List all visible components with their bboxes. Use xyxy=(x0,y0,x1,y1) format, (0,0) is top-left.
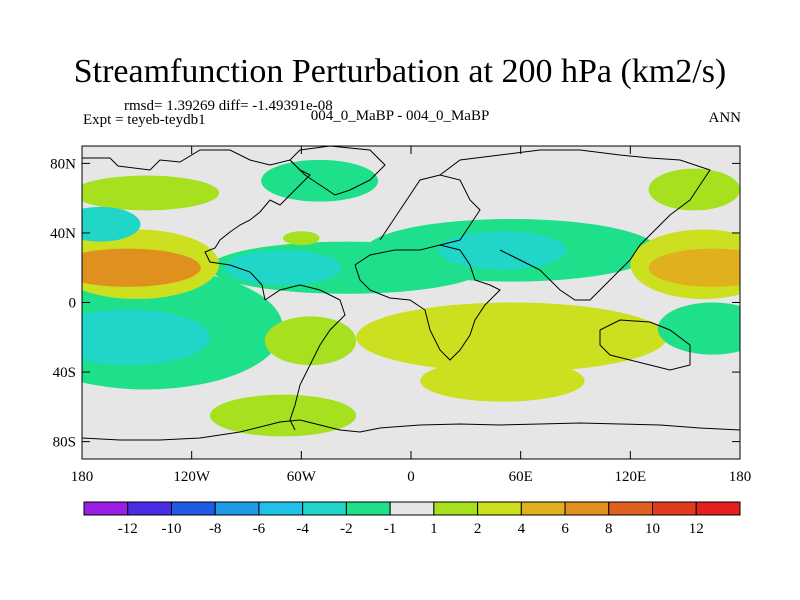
contour-region-south-america-band xyxy=(264,316,357,366)
coastline-greenland xyxy=(289,146,386,196)
contour-region-south-indian-high xyxy=(456,368,549,393)
colorbar-swatch xyxy=(564,501,610,516)
y-tick-label: 80S xyxy=(53,435,76,451)
colorbar-swatch xyxy=(302,501,347,516)
contour-region-southern-ocean-band xyxy=(209,394,357,437)
colorbar-label: 12 xyxy=(689,521,704,537)
x-tick-label: 0 xyxy=(407,469,415,485)
map-field xyxy=(82,146,740,459)
coastline-south-america xyxy=(264,284,346,431)
contour-region-asia-low xyxy=(438,231,567,270)
colorbar-swatch xyxy=(258,501,304,516)
coastline-australia xyxy=(599,319,691,371)
colorbar-label: 6 xyxy=(561,521,569,537)
contour-region-arctic-pacific-east xyxy=(648,168,740,211)
contour-region-north-pacific-low xyxy=(82,206,141,242)
colorbar-swatch xyxy=(652,501,697,516)
coastline-africa xyxy=(354,244,501,361)
colorbar-swatch xyxy=(127,501,172,516)
contour-fills xyxy=(82,159,740,437)
coastline-europe xyxy=(379,174,481,246)
colorbar-label: -10 xyxy=(161,521,181,537)
colorbar-label: 4 xyxy=(518,521,526,537)
x-tick-label: 180 xyxy=(71,469,94,485)
colorbar-swatch xyxy=(389,501,435,516)
colorbar-label: -1 xyxy=(384,521,397,537)
coastline-asia xyxy=(439,149,711,301)
x-tick-label: 180 xyxy=(729,469,752,485)
contour-region-arctic-pacific-band xyxy=(82,175,220,211)
colorbar-label: 2 xyxy=(474,521,482,537)
colorbar-swatch xyxy=(345,501,391,516)
colorbar-label: 1 xyxy=(430,521,438,537)
colorbar-swatch xyxy=(433,501,479,516)
season-label: ANN xyxy=(708,110,742,126)
y-tick-label: 0 xyxy=(69,296,77,312)
colorbar-label: 8 xyxy=(605,521,613,537)
x-tick-label: 120W xyxy=(173,469,211,485)
contour-region-arctic-atlantic-small xyxy=(283,231,320,246)
colorbar-label: -4 xyxy=(296,521,309,537)
contour-region-indian-ocean-high xyxy=(456,314,603,343)
experiment-label: Expt = teyeb-teydb1 xyxy=(83,112,206,128)
coastline-antarctica xyxy=(82,419,740,441)
x-tick-label: 120E xyxy=(614,469,646,485)
x-tick-label: 60W xyxy=(287,469,317,485)
colorbar-label: 10 xyxy=(645,521,660,537)
colorbar-label: -8 xyxy=(209,521,222,537)
x-tick-label: 60E xyxy=(509,469,533,485)
coastline-north-america xyxy=(82,149,311,301)
colorbar-swatch xyxy=(695,501,741,516)
colorbar-swatch xyxy=(214,501,260,516)
colorbar-swatch xyxy=(477,501,522,516)
contour-region-east-pacific-high xyxy=(648,248,740,287)
colorbar-label: -12 xyxy=(118,521,138,537)
colorbar-swatch xyxy=(520,501,566,516)
y-tick-label: 80N xyxy=(50,156,76,172)
colorbar-label: -6 xyxy=(253,521,266,537)
colorbar-swatch xyxy=(608,501,654,516)
contour-region-north-pacific-high xyxy=(82,248,201,287)
colorbar-swatch xyxy=(170,501,216,516)
contour-region-atlantic-low xyxy=(224,250,342,286)
colorbar: -12 -10 -8 -6 -4 -2 -1 1 2 4 6 8 10 12 xyxy=(83,501,741,537)
coastlines xyxy=(82,146,740,441)
stats-label: rmsd= 1.39269 diff= -1.49391e-08 xyxy=(124,98,333,114)
axis-ticks: 180 120W 60W 0 60E 120E 180 80N 40N 0 40S 80S xyxy=(50,146,751,485)
contour-region-south-pacific-east xyxy=(657,302,740,355)
contour-region-canada-low xyxy=(261,159,379,202)
case-label: 004_0_MaBP - 004_0_MaBP xyxy=(310,108,490,124)
chart-title: Streamfunction Perturbation at 200 hPa (… xyxy=(73,53,727,90)
contour-region-south-pacific-low xyxy=(82,309,210,366)
colorbar-swatch xyxy=(83,501,129,516)
y-tick-label: 40N xyxy=(50,226,76,242)
colorbar-label: -2 xyxy=(340,521,353,537)
y-tick-label: 40S xyxy=(53,365,76,381)
